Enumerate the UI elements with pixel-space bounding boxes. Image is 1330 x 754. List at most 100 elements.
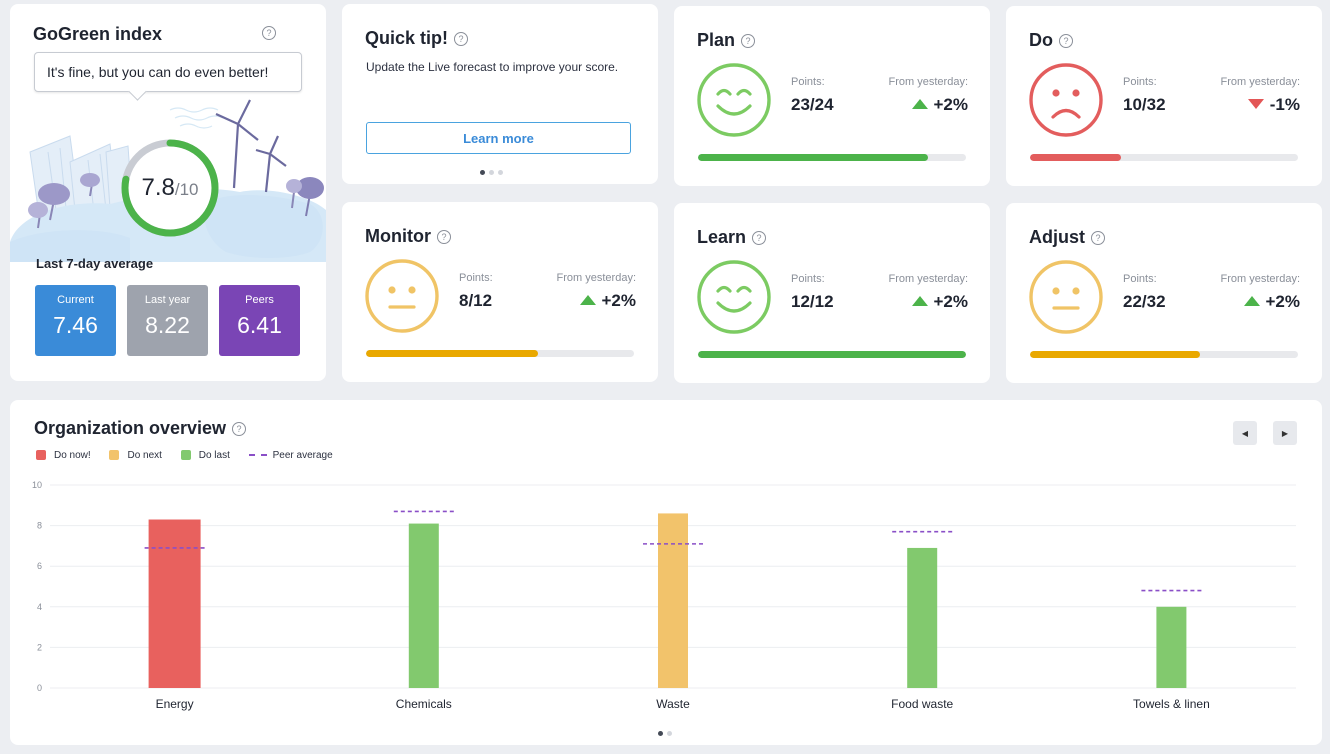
do-points-label: Points: xyxy=(1123,76,1157,88)
quick-tip-pagination xyxy=(478,170,505,176)
trend-up-icon xyxy=(911,98,928,109)
y-tick-label: 0 xyxy=(37,683,42,693)
happy-face-icon xyxy=(696,259,772,335)
monitor-progress-bar xyxy=(366,350,634,357)
pagination-dot[interactable] xyxy=(498,170,503,175)
trend-down-icon xyxy=(1247,98,1264,109)
quick-tip-card: Quick tip!? Update the Live forecast to … xyxy=(342,4,658,184)
neutral-face-icon xyxy=(1028,259,1104,335)
bar-chemicals xyxy=(408,523,439,688)
gogreen-help-icon[interactable]: ? xyxy=(262,26,276,40)
pagination-dot[interactable] xyxy=(658,731,663,736)
plan-card: Plan? Points: 23/24 From yesterday: +2% xyxy=(674,6,990,186)
adjust-progress-bar xyxy=(1030,351,1298,358)
do-from-yesterday-label: From yesterday: xyxy=(1220,76,1300,88)
y-tick-label: 10 xyxy=(32,480,42,490)
do-progress-bar xyxy=(1030,154,1298,161)
legend-item-do-now: Do now! xyxy=(36,450,91,461)
plan-title: Plan? xyxy=(697,30,756,51)
plan-progress-bar xyxy=(698,154,966,161)
learn-more-button[interactable]: Learn more xyxy=(366,122,631,154)
plan-progress-fill xyxy=(698,154,929,161)
monitor-help-icon[interactable]: ? xyxy=(436,230,451,245)
learn-card: Learn? Points: 12/12 From yesterday: +2% xyxy=(674,203,990,383)
legend-item-do-last: Do last xyxy=(180,450,230,461)
trend-up-icon xyxy=(579,294,596,305)
monitor-card: Monitor? Points: 8/12 From yesterday: +2… xyxy=(342,202,658,382)
organization-overview-help-icon[interactable]: ? xyxy=(232,422,247,437)
green-city-illustration xyxy=(10,99,326,262)
organization-overview-chart: 0 2 4 6 8 10 Energy Chemicals Waste Food waste Tow… xyxy=(32,480,1296,711)
sad-face-icon xyxy=(1028,62,1104,138)
bar-towels-linen xyxy=(1156,606,1187,688)
pagination-dot[interactable] xyxy=(480,170,485,175)
bar-food-waste xyxy=(907,547,938,688)
pagination-dot[interactable] xyxy=(489,170,494,175)
chart-pagination xyxy=(656,731,674,737)
adjust-from-yesterday-label: From yesterday: xyxy=(1220,273,1300,285)
adjust-progress-fill xyxy=(1030,351,1201,358)
learn-help-icon[interactable]: ? xyxy=(752,231,767,246)
happy-face-icon xyxy=(696,62,772,138)
adjust-points-value: 22/32 xyxy=(1123,292,1166,311)
adjust-help-icon[interactable]: ? xyxy=(1091,231,1105,246)
legend-swatch xyxy=(109,450,120,461)
quick-tip-title: Quick tip!? xyxy=(365,28,469,49)
x-tick-label: Energy xyxy=(156,697,194,711)
gogreen-score: 7.8/10 xyxy=(141,174,199,201)
y-tick-label: 6 xyxy=(37,561,42,571)
organization-overview-title: Organization overview? xyxy=(34,418,247,439)
adjust-points-label: Points: xyxy=(1123,273,1157,285)
learn-from-yesterday-label: From yesterday: xyxy=(888,273,968,285)
quick-tip-text: Update the Live forecast to improve your… xyxy=(366,60,619,74)
quick-tip-help-icon[interactable]: ? xyxy=(454,32,469,47)
chart-legend: Do now! Do next Do last Peer average xyxy=(36,450,349,461)
monitor-progress-fill xyxy=(366,350,538,357)
legend-swatch xyxy=(36,450,46,461)
x-tick-label: Towels & linen xyxy=(1133,697,1210,711)
legend-item-peer-average: Peer average xyxy=(248,450,333,461)
plan-points-value: 23/24 xyxy=(791,95,834,114)
do-progress-fill xyxy=(1030,154,1122,161)
organization-overview-card: Organization overview? Do now! Do next D… xyxy=(10,400,1322,745)
learn-points-label: Points: xyxy=(791,273,825,285)
gogreen-score-ring xyxy=(121,139,219,237)
plan-change-value: +2% xyxy=(911,95,968,115)
learn-progress-fill xyxy=(698,351,966,358)
trend-up-icon xyxy=(911,295,928,306)
y-tick-label: 4 xyxy=(37,602,42,612)
current-average-tile: Current 7.46 xyxy=(35,285,116,356)
bar-energy xyxy=(148,519,201,688)
learn-points-value: 12/12 xyxy=(791,292,834,311)
do-points-value: 10/32 xyxy=(1123,95,1166,114)
bar-waste xyxy=(658,513,688,688)
y-tick-label: 2 xyxy=(37,642,42,652)
seven-day-average-label: Last 7-day average xyxy=(36,256,154,271)
trend-up-icon xyxy=(1243,295,1260,306)
x-tick-label: Waste xyxy=(656,697,690,711)
x-tick-label: Chemicals xyxy=(396,697,452,711)
peers-average-tile: Peers 6.41 xyxy=(219,285,300,356)
monitor-points-value: 8/12 xyxy=(459,291,493,310)
legend-item-do-next: Do next xyxy=(109,450,162,461)
learn-change-value: +2% xyxy=(911,292,968,312)
plan-points-label: Points: xyxy=(791,76,825,88)
monitor-change-value: +2% xyxy=(579,291,636,311)
do-title: Do? xyxy=(1029,30,1073,51)
do-change-value: -1% xyxy=(1247,95,1300,115)
plan-help-icon[interactable]: ? xyxy=(741,34,756,49)
do-help-icon[interactable]: ? xyxy=(1059,34,1073,49)
adjust-card: Adjust? Points: 22/32 From yesterday: +2… xyxy=(1006,203,1322,383)
plan-from-yesterday-label: From yesterday: xyxy=(888,76,968,88)
x-tick-label: Food waste xyxy=(891,697,953,711)
gogreen-message-bubble: It's fine, but you can do even better! xyxy=(34,52,302,92)
monitor-title: Monitor? xyxy=(365,226,451,247)
y-tick-label: 8 xyxy=(37,521,42,531)
learn-title: Learn? xyxy=(697,227,767,248)
legend-dash xyxy=(248,454,267,457)
chart-next-button[interactable]: ▶ xyxy=(1273,421,1297,445)
monitor-from-yesterday-label: From yesterday: xyxy=(556,272,636,284)
chart-previous-button[interactable]: ◀ xyxy=(1233,421,1257,445)
pagination-dot[interactable] xyxy=(667,731,672,736)
monitor-points-label: Points: xyxy=(459,272,493,284)
